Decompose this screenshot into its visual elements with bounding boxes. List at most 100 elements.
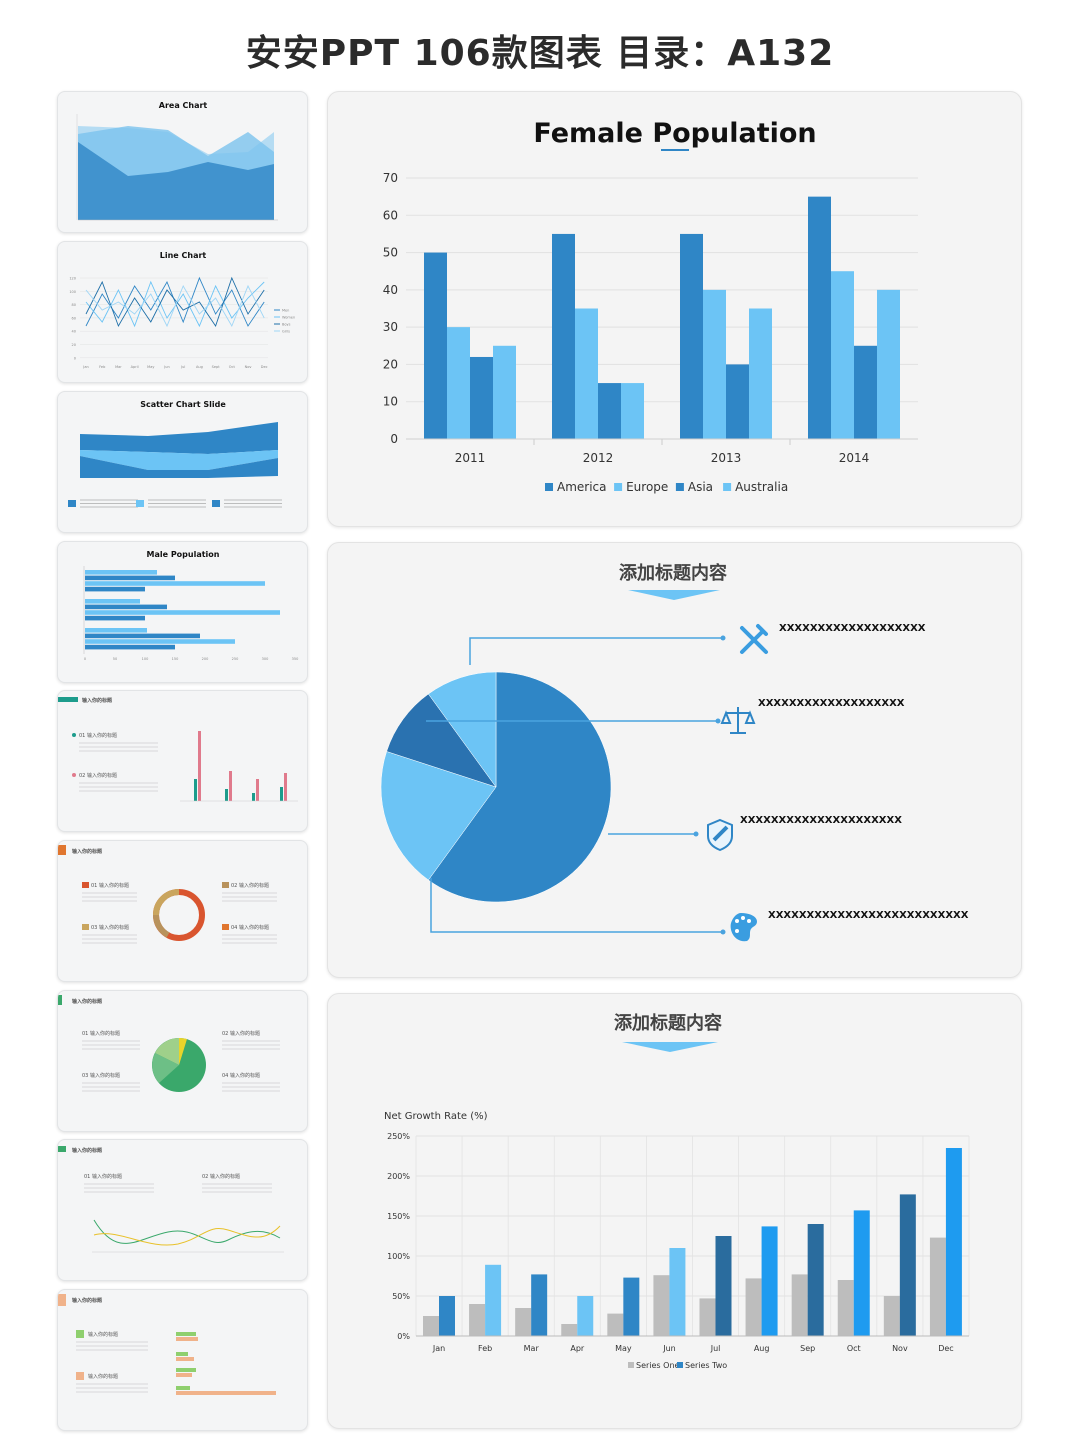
y-tick-label: 120 xyxy=(69,277,76,281)
thumbnail-pie[interactable]: 输入你的标题 01 输入你的标题 02 输入你的标题 03 输入你的标题 04 输入你的… xyxy=(57,990,308,1132)
x-tick-label: 2011 xyxy=(455,451,486,465)
bar-series-one xyxy=(699,1298,716,1336)
bar xyxy=(85,575,175,581)
x-tick-label: Nov xyxy=(892,1344,908,1353)
item-title: 02 输入你的标题 xyxy=(79,772,117,779)
thumbnail-donut[interactable]: 输入你的标题 01 输入你的标题 02 输入你的标题 03 输入你的标题 04 输入你的… xyxy=(57,840,308,982)
callout-dot xyxy=(720,929,726,935)
x-tick-label: Aug xyxy=(754,1344,770,1353)
bullet xyxy=(76,1372,84,1380)
thumbnail-area-chart[interactable]: Area Chart xyxy=(57,91,308,233)
thumbnail-curve[interactable]: 输入你的标题 01 输入你的标题 02 输入你的标题 xyxy=(57,1139,308,1281)
bar-series-two xyxy=(669,1248,686,1336)
x-tick-label: Feb xyxy=(478,1344,492,1353)
bar-series-two xyxy=(853,1210,870,1336)
callout-label: XXXXXXXXXXXXXXXXXXXXX xyxy=(740,815,902,826)
accent-bar xyxy=(58,845,66,855)
item-title: 输入你的标题 xyxy=(88,1373,118,1380)
icon-dot xyxy=(735,919,739,923)
shield-icon xyxy=(707,818,733,852)
legend-swatch xyxy=(628,1362,634,1368)
bar xyxy=(85,644,175,650)
chart-title: Female Population xyxy=(533,118,816,149)
bullet xyxy=(82,924,89,930)
y-tick-label: 50% xyxy=(392,1292,410,1301)
callout-label: XXXXXXXXXXXXXXXXXXXXXXXXXX xyxy=(768,910,969,921)
bar-series-two xyxy=(945,1148,962,1336)
legend-label: America xyxy=(557,480,607,494)
bar-series-two xyxy=(623,1277,640,1336)
bar-asia xyxy=(598,383,621,439)
bullet xyxy=(72,733,76,737)
accent-bar xyxy=(58,697,78,702)
legend-swatch xyxy=(723,483,732,491)
callout-line xyxy=(469,637,723,665)
bar-series-one xyxy=(515,1308,532,1336)
pie-slice xyxy=(179,1037,187,1065)
bar xyxy=(284,773,287,801)
legend-label: Europe xyxy=(626,480,668,494)
bar xyxy=(85,615,145,621)
pie-slice xyxy=(386,693,497,788)
bar xyxy=(85,570,157,575)
item-title: 01 输入你的标题 xyxy=(91,882,129,889)
bar xyxy=(176,1332,196,1336)
x-tick-label: 350 xyxy=(292,657,299,661)
curve-series xyxy=(93,1219,281,1244)
thumb-title: 输入你的标题 xyxy=(72,998,103,1005)
bullet xyxy=(222,924,229,930)
tools-icon xyxy=(740,624,768,654)
bullet xyxy=(212,500,220,507)
bar xyxy=(225,789,228,801)
legend-label: Girls xyxy=(282,330,290,334)
x-tick-label: Jan xyxy=(82,365,88,369)
thumbnail-scatter-chart-slide[interactable]: Scatter Chart Slide xyxy=(57,391,308,533)
x-tick-label: 2013 xyxy=(711,451,742,465)
bar-asia xyxy=(726,364,749,439)
bar-series-two xyxy=(531,1274,548,1336)
x-tick-label: 250 xyxy=(232,657,239,661)
bar-series-one xyxy=(883,1296,900,1336)
callout-dot xyxy=(693,831,699,837)
thumbnail-gradient-bars[interactable]: 输入你的标题 01 输入你的标题 02 输入你的标题 xyxy=(57,690,308,832)
thumb-title: Male Population xyxy=(147,550,220,559)
donut-segment xyxy=(153,889,180,916)
bar-europe xyxy=(703,289,726,439)
bar-series-two xyxy=(807,1224,824,1336)
bullet xyxy=(82,882,89,888)
bar-asia xyxy=(470,356,493,439)
bar-series-one xyxy=(745,1278,762,1336)
thumbnail-hbar[interactable]: 输入你的标题 输入你的标题 输入你的标题 xyxy=(57,1289,308,1431)
bar-series-two xyxy=(577,1296,594,1336)
y-tick-label: 40 xyxy=(72,330,76,334)
thumbnail-line-chart[interactable]: Line Chart 120 100 80 60 40 20 0 Jan Feb Mar April M… xyxy=(57,241,308,383)
x-tick-label: Aug xyxy=(196,365,203,369)
y-tick-label: 150% xyxy=(387,1212,410,1221)
x-tick-label: Mar xyxy=(524,1344,540,1353)
item-title: 03 输入你的标题 xyxy=(91,924,129,931)
x-tick-label: May xyxy=(615,1344,632,1353)
y-tick-label: 30 xyxy=(383,320,398,334)
bar xyxy=(85,599,140,604)
y-tick-label: 20 xyxy=(383,357,398,371)
y-tick-label: 0 xyxy=(74,356,76,360)
y-tick-label: 60 xyxy=(383,208,398,222)
x-tick-label: May xyxy=(147,365,154,369)
area-series xyxy=(78,142,274,220)
bar xyxy=(176,1386,190,1390)
thumb-title: 输入你的标题 xyxy=(82,697,113,704)
y-tick-label: 100 xyxy=(69,290,76,294)
legend-label: Men xyxy=(282,309,289,313)
bar-australia xyxy=(493,345,516,439)
callout-label: XXXXXXXXXXXXXXXXXXX xyxy=(779,623,926,634)
thumbnail-male-population[interactable]: Male Population 0 50 100 150 200 250 300 350 xyxy=(57,541,308,683)
x-tick-label: 100 xyxy=(142,657,149,661)
y-tick-label: 0% xyxy=(397,1332,410,1341)
pie-slice xyxy=(428,671,612,903)
item-title: 01 输入你的标题 xyxy=(84,1173,122,1180)
bar-australia xyxy=(749,308,772,439)
x-tick-label: Oct xyxy=(847,1344,861,1353)
y-tick-label: 70 xyxy=(383,171,398,185)
x-tick-label: Sep xyxy=(800,1344,815,1353)
icon-dot xyxy=(747,919,751,923)
